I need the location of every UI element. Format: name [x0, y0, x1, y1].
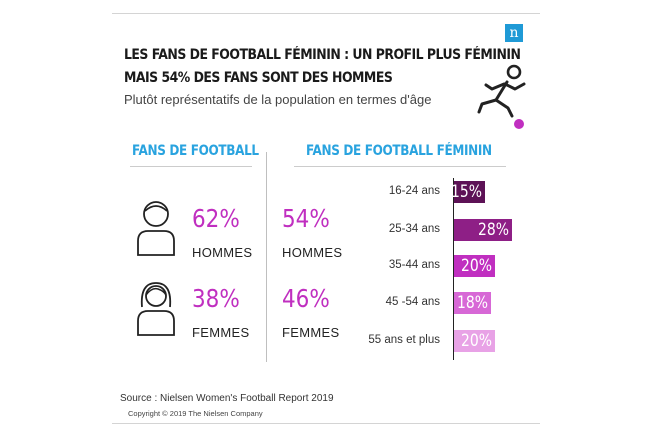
age-bar	[454, 330, 495, 352]
woman-icon	[137, 282, 175, 336]
football-player-icon	[477, 64, 526, 129]
age-bar-value-label: 28%	[478, 220, 509, 240]
title-line-2: MAIS 54% DES FANS SONT DES HOMMES	[124, 70, 393, 86]
right-men-percent: 54%	[282, 204, 330, 233]
right-header-underline	[294, 166, 506, 167]
title-line-1: LES FANS DE FOOTBALL FÉMININ : UN PROFIL…	[124, 47, 521, 63]
age-bar	[454, 255, 495, 277]
top-rule	[112, 13, 540, 14]
right-women-label: FEMMES	[282, 325, 340, 340]
age-bar	[454, 219, 512, 241]
bar-axis	[453, 178, 454, 360]
ball-icon	[514, 119, 524, 129]
subtitle: Plutôt représentatifs de la population e…	[124, 92, 432, 107]
copyright-note: Copyright © 2019 The Nielsen Company	[128, 409, 263, 418]
column-divider	[266, 152, 267, 362]
left-header-underline	[130, 166, 252, 167]
age-bar-value-label: 20%	[461, 331, 492, 351]
left-men-label: HOMMES	[192, 245, 253, 260]
age-bar-value-label: 15%	[451, 182, 482, 202]
age-category-label: 16-24 ans	[388, 185, 440, 197]
left-women-label: FEMMES	[192, 325, 250, 340]
age-bar	[454, 292, 491, 314]
nielsen-logo: n	[505, 24, 523, 42]
right-header: FANS DE FOOTBALL FÉMININ	[306, 143, 492, 159]
man-icon	[137, 201, 175, 256]
age-category-label: 35-44 ans	[388, 259, 440, 271]
age-bar-value-label: 20%	[461, 256, 492, 276]
age-category-label: 45 -54 ans	[385, 296, 440, 308]
age-category-label: 55 ans et plus	[368, 334, 440, 346]
left-header: FANS DE FOOTBALL	[132, 143, 259, 159]
source-note: Source : Nielsen Women's Football Report…	[120, 393, 334, 404]
age-category-label: 25-34 ans	[388, 223, 440, 235]
right-men-label: HOMMES	[282, 245, 343, 260]
right-women-percent: 46%	[282, 284, 330, 313]
bottom-rule	[112, 423, 540, 424]
age-bar	[454, 181, 485, 203]
left-men-percent: 62%	[192, 204, 240, 233]
left-women-percent: 38%	[192, 284, 240, 313]
age-bar-value-label: 18%	[457, 293, 488, 313]
